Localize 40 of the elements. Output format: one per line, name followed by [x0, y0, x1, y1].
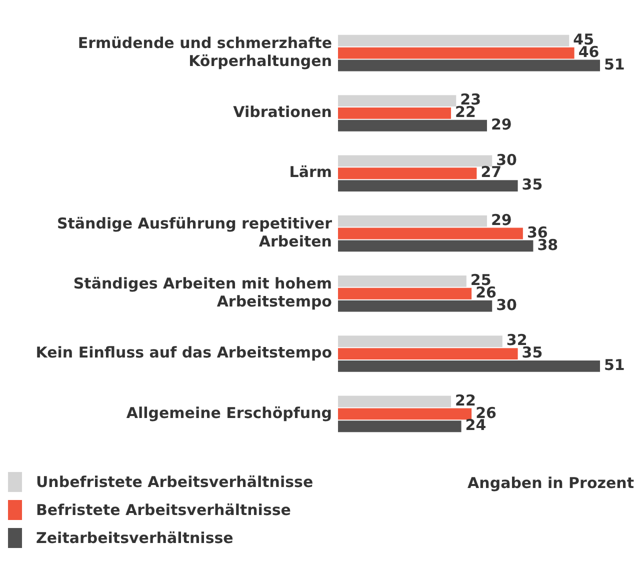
y-tick-label: Ständiges Arbeiten mit hohem Arbeitstempo	[73, 274, 332, 311]
data-label: 30	[496, 296, 517, 314]
data-label: 22	[455, 391, 476, 410]
bar	[338, 228, 523, 240]
bar	[338, 34, 570, 46]
bar	[338, 180, 518, 192]
data-label: 35	[522, 344, 543, 362]
bar	[338, 275, 466, 287]
bar	[338, 336, 502, 348]
bar	[338, 360, 600, 372]
bar	[338, 107, 452, 119]
data-label: 29	[490, 210, 512, 229]
y-tick-label: Vibrationen	[233, 103, 332, 122]
bar	[338, 396, 452, 408]
bar	[338, 60, 600, 72]
bar	[338, 95, 456, 107]
y-tick-label: Allgemeine Erschöpfung	[126, 404, 332, 422]
data-label: 29	[490, 116, 512, 134]
bar	[338, 240, 534, 252]
bar	[338, 120, 487, 132]
bar	[338, 155, 492, 167]
data-label: 51	[604, 356, 625, 374]
data-label: 35	[522, 176, 543, 194]
y-tick-label: Ermüdende und schmerzhafte Körperhaltungen	[78, 34, 332, 70]
legend-label: Unbefristete Arbeitsverhältnisse	[36, 473, 314, 491]
bar	[338, 348, 518, 360]
bar	[338, 47, 574, 59]
bar	[338, 215, 487, 227]
bar	[338, 288, 472, 300]
bar	[338, 300, 492, 312]
y-tick-label: Ständige Ausführung repetitiver Arbeiten	[56, 214, 333, 250]
bar	[338, 168, 477, 180]
data-label: 51	[604, 55, 625, 74]
text: Angaben in Prozent	[468, 474, 634, 492]
bar	[338, 408, 472, 420]
y-tick-label: Kein Einfluss auf das Arbeitstempo	[36, 344, 332, 362]
y-tick-label: Lärm	[289, 163, 332, 182]
bar	[338, 420, 462, 432]
legend-label: Zeitarbeitsverhältnisse	[36, 529, 234, 547]
legend-label: Befristete Arbeitsverhältnisse	[36, 501, 291, 519]
